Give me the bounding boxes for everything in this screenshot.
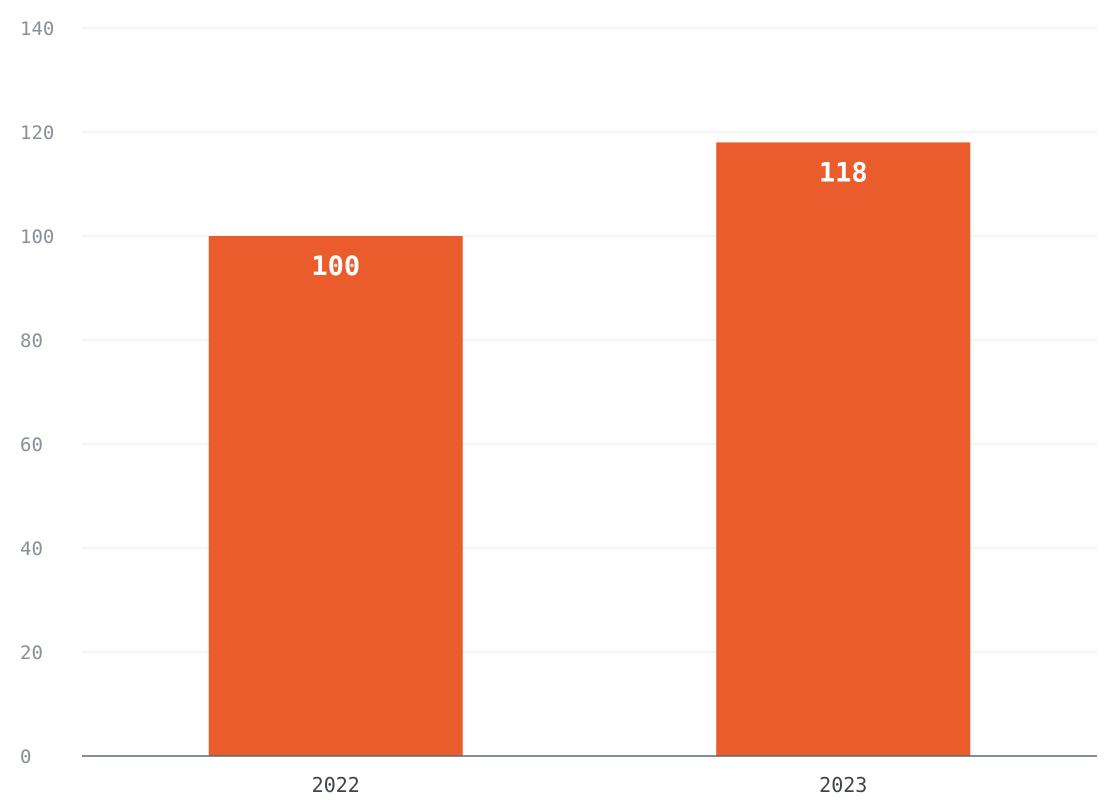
y-tick-label: 20 [20,642,43,664]
data-labels: 100 118 [311,157,867,282]
y-tick-label: 80 [20,330,43,352]
x-tick-label: 2023 [819,773,867,797]
bar-value-label: 118 [819,157,868,188]
bar-value-label: 100 [311,251,360,282]
y-axis-ticks: 0 20 40 60 80 100 120 140 [20,18,54,768]
x-tick-label: 2022 [312,773,360,797]
bar [716,142,971,756]
y-tick-label: 140 [20,18,54,40]
y-tick-label: 100 [20,226,54,248]
y-tick-label: 60 [20,434,43,456]
bars [208,142,971,756]
y-tick-label: 120 [20,122,54,144]
y-tick-label: 0 [20,746,31,768]
y-tick-label: 40 [20,538,43,560]
x-axis-ticks: 2022 2023 [312,773,868,797]
bar [208,236,463,756]
